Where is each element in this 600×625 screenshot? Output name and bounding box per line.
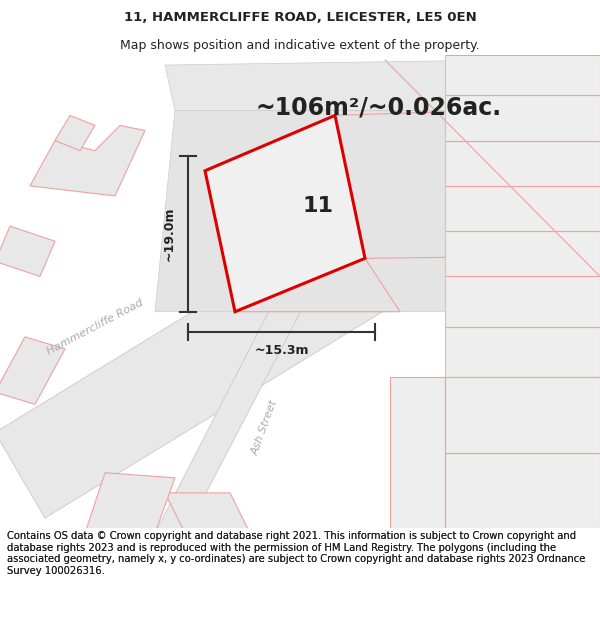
Polygon shape [85,472,175,533]
Text: ~106m²/~0.026ac.: ~106m²/~0.026ac. [255,95,501,119]
Polygon shape [0,337,65,404]
Polygon shape [445,141,600,186]
Polygon shape [165,60,500,111]
Text: ~19.0m: ~19.0m [163,206,176,261]
Text: 11: 11 [302,196,334,216]
Polygon shape [55,116,95,151]
Polygon shape [165,493,250,533]
Polygon shape [445,55,600,95]
Text: ~15.3m: ~15.3m [254,344,309,357]
Polygon shape [445,95,600,141]
Polygon shape [445,186,600,231]
Polygon shape [445,377,600,452]
Text: Ash Street: Ash Street [250,399,280,456]
Polygon shape [445,452,600,528]
Text: Contains OS data © Crown copyright and database right 2021. This information is : Contains OS data © Crown copyright and d… [7,531,586,576]
Polygon shape [335,111,525,258]
Polygon shape [0,226,55,276]
Polygon shape [445,231,600,276]
Polygon shape [445,276,600,327]
Polygon shape [205,116,365,312]
Text: 11, HAMMERCLIFFE ROAD, LEICESTER, LE5 0EN: 11, HAMMERCLIFFE ROAD, LEICESTER, LE5 0E… [124,11,476,24]
Polygon shape [235,258,400,312]
Polygon shape [30,126,145,196]
Polygon shape [155,231,340,533]
Polygon shape [445,327,600,377]
Text: Map shows position and indicative extent of the property.: Map shows position and indicative extent… [120,39,480,51]
Polygon shape [0,191,440,518]
Text: Hammercliffe Road: Hammercliffe Road [45,297,145,356]
Polygon shape [155,111,530,312]
Polygon shape [390,377,445,533]
Text: Contains OS data © Crown copyright and database right 2021. This information is : Contains OS data © Crown copyright and d… [7,531,586,576]
